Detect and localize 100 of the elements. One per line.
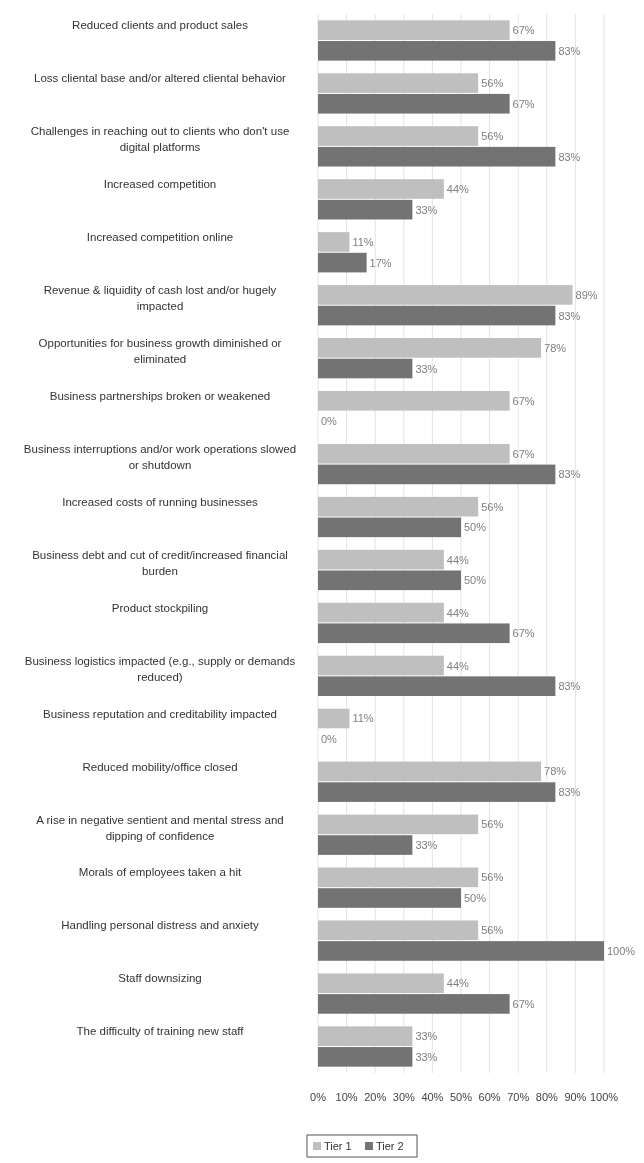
x-tick-label: 100% [589, 1091, 619, 1103]
data-label: 83% [558, 44, 581, 57]
data-label: 33% [415, 839, 438, 852]
y-tick-label: Morals of employees taken a hit [78, 866, 242, 879]
x-tick-label: 30% [392, 1091, 416, 1103]
bar [318, 708, 350, 729]
bar [318, 443, 510, 464]
data-label: 44% [446, 606, 470, 619]
data-label: 44% [446, 659, 470, 672]
data-label: 0% [321, 415, 338, 428]
bar [318, 126, 479, 146]
legend-label: Tier 2 [376, 1140, 404, 1152]
data-label: 67% [512, 997, 535, 1010]
y-tick-label: Reduced clients and product sales [72, 19, 249, 32]
bar [318, 464, 556, 485]
data-label: 67% [512, 447, 535, 460]
bar [318, 40, 556, 61]
x-tick-label: 90% [564, 1091, 587, 1103]
data-label: 89% [575, 288, 598, 301]
bar [318, 941, 604, 961]
x-tick-label: 40% [421, 1091, 444, 1103]
data-label: 44% [446, 182, 470, 195]
bar [318, 782, 556, 802]
data-label: 33% [415, 1030, 438, 1043]
bar [318, 1047, 413, 1067]
data-label: 67% [512, 627, 535, 640]
bar [318, 199, 413, 220]
data-label: 33% [415, 203, 438, 216]
data-label: 50% [464, 574, 487, 587]
data-label: 17% [369, 256, 392, 269]
data-label: 50% [464, 892, 487, 905]
bar [318, 602, 444, 623]
bar [318, 338, 542, 358]
bar [318, 285, 573, 305]
y-tick-label: Increased competition online [86, 231, 234, 244]
bar [318, 358, 413, 379]
bar [318, 390, 510, 411]
bar [318, 814, 479, 835]
data-label: 100% [607, 944, 636, 957]
bar [318, 517, 461, 538]
bar [318, 570, 461, 591]
data-label: 50% [464, 521, 487, 534]
x-tick-label: 20% [364, 1091, 387, 1103]
y-tick-label: Opportunities for business growth diminished or eliminated [38, 336, 282, 365]
data-label: 56% [481, 77, 504, 90]
y-tick-label: Increased competition [103, 178, 217, 191]
data-label: 0% [321, 733, 338, 746]
data-label: 78% [544, 765, 567, 778]
x-tick-label: 70% [507, 1091, 530, 1103]
data-label: 44% [446, 553, 470, 566]
data-label: 56% [481, 924, 504, 937]
x-tick-label: 50% [449, 1091, 473, 1103]
data-label: 78% [544, 341, 567, 354]
y-tick-label: Business logistics impacted (e.g., supply or demands reduced) [24, 654, 296, 683]
data-label: 11% [352, 235, 374, 248]
data-label: 56% [481, 818, 504, 831]
y-tick-label: A rise in negative sentient and mental stress and dipping of confidence [36, 813, 284, 842]
bar [318, 93, 510, 114]
bar [318, 20, 510, 40]
x-tick-label: 60% [478, 1091, 501, 1103]
data-label: 83% [558, 786, 581, 799]
y-tick-label: Business reputation and creditability impacted [43, 707, 277, 720]
y-tick-label: The difficulty of training new staff [76, 1025, 245, 1038]
data-label: 11% [352, 712, 374, 725]
bar [318, 920, 479, 941]
data-label: 67% [512, 24, 535, 37]
bar [318, 179, 444, 199]
y-tick-label: Loss cliental base and/or altered cliental behavior [34, 72, 287, 85]
data-label: 67% [512, 394, 535, 407]
y-tick-label: Business partnerships broken or weakened [49, 389, 271, 402]
bar [318, 73, 479, 93]
data-label: 83% [558, 468, 581, 481]
x-tick-label: 10% [335, 1091, 358, 1103]
data-label: 83% [558, 680, 581, 693]
y-tick-label: Product stockpiling [111, 601, 209, 614]
y-tick-label: Business interruptions and/or work operations slowed or shutdown [23, 442, 297, 471]
bar [318, 252, 367, 273]
bar [318, 232, 350, 252]
bar [318, 994, 510, 1014]
bar [318, 549, 444, 570]
legend-label: Tier 1 [324, 1140, 352, 1152]
bar [318, 623, 510, 644]
x-tick-label: 0% [310, 1091, 327, 1103]
bar [318, 835, 413, 855]
bar [318, 888, 461, 908]
y-tick-label: Staff downsizing [118, 972, 202, 985]
y-tick-label: Handling personal distress and anxiety [61, 919, 260, 932]
data-label: 83% [558, 150, 581, 163]
bar [318, 305, 556, 326]
bar [318, 761, 542, 782]
bar [318, 676, 556, 697]
bar [318, 146, 556, 167]
x-tick-label: 80% [535, 1091, 559, 1103]
bar [318, 1026, 413, 1047]
bar [318, 867, 479, 888]
y-tick-label: Revenue & liquidity of cash lost and/or hugely impacted [43, 284, 277, 313]
data-label: 56% [481, 130, 504, 143]
y-tick-label: Challenges in reaching out to clients who don't use digital platforms [30, 125, 290, 154]
bar [318, 655, 444, 676]
y-tick-label: Business debt and cut of credit/increased financial burden [32, 548, 288, 577]
